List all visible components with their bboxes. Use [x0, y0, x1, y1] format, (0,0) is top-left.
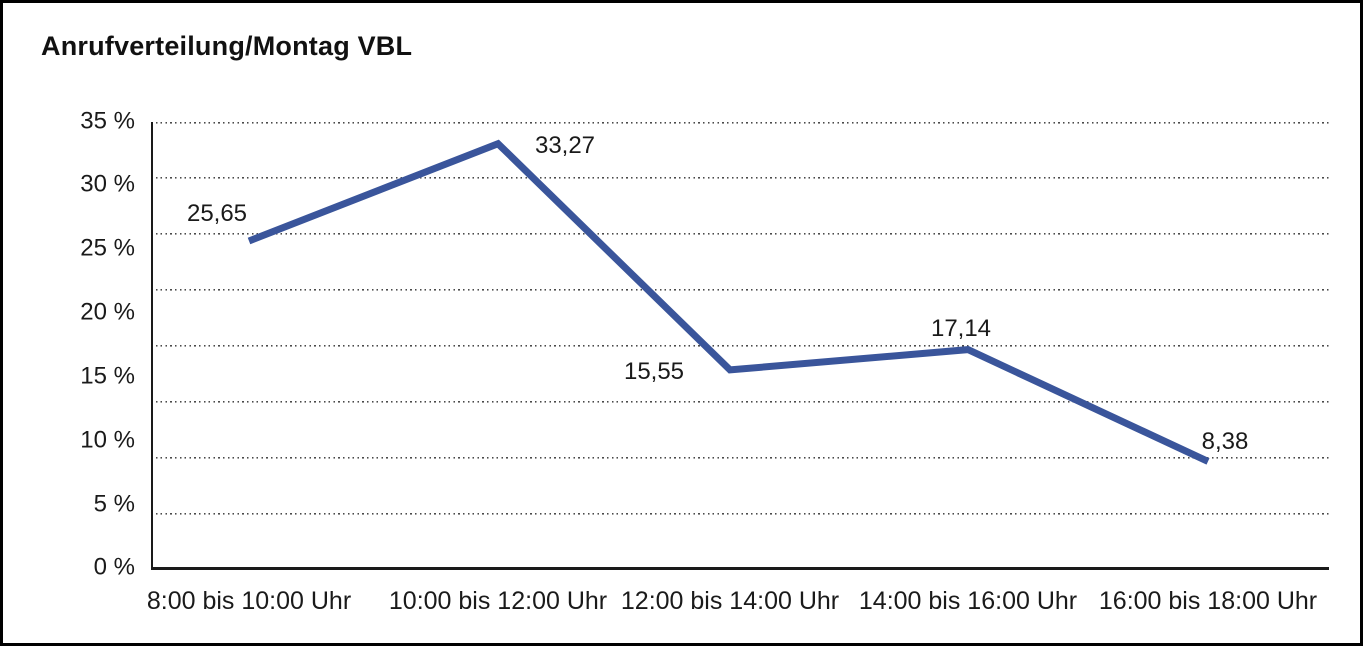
- gridline: [151, 121, 1329, 124]
- gridline: [151, 233, 1329, 236]
- y-axis-tick-label: 35 %: [80, 107, 135, 135]
- gridline: [151, 289, 1329, 292]
- data-point-label: 17,14: [930, 314, 992, 342]
- y-axis-tick-label: 25 %: [80, 234, 135, 262]
- line-series-layer: [247, 139, 1210, 465]
- x-axis-tick-label: 10:00 bis 12:00 Uhr: [388, 587, 608, 615]
- x-axis-line: [151, 567, 1329, 571]
- gridline: [151, 345, 1329, 347]
- y-axis-tick-label: 0 %: [93, 553, 135, 581]
- gridline: [151, 456, 1329, 459]
- y-axis-tick-label: 20 %: [80, 298, 135, 326]
- chart-title: Anrufverteilung/Montag VBL: [41, 31, 413, 61]
- y-axis-line: [151, 121, 153, 571]
- x-axis-tick-label: 12:00 bis 14:00 Uhr: [620, 587, 840, 615]
- gridline: [151, 512, 1329, 515]
- data-line: [247, 139, 1210, 465]
- y-axis-tick-label: 10 %: [80, 426, 135, 454]
- data-point-label: 15,55: [623, 357, 685, 385]
- gridline: [151, 177, 1329, 180]
- gridline: [151, 400, 1329, 403]
- x-axis-tick-label: 14:00 bis 16:00 Uhr: [858, 587, 1078, 615]
- y-axis-tick-label: 15 %: [80, 362, 135, 390]
- data-point-label: 33,27: [534, 131, 596, 159]
- x-axis-tick-label: 8:00 bis 10:00 Uhr: [146, 587, 352, 615]
- data-point-label: 25,65: [186, 199, 248, 227]
- y-axis-tick-label: 30 %: [80, 170, 135, 198]
- data-point-label: 8,38: [1201, 428, 1249, 456]
- x-axis-tick-label: 16:00 bis 18:00 Uhr: [1098, 587, 1318, 615]
- y-axis-tick-label: 5 %: [93, 490, 135, 518]
